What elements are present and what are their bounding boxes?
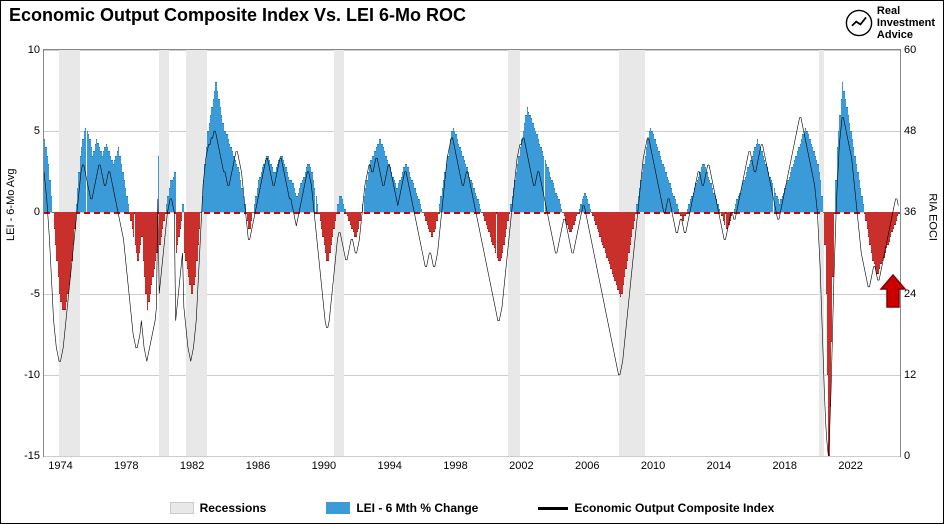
logo-line3: Advice [877,29,935,41]
legend-bars: LEI - 6 Mth % Change [326,501,478,515]
logo-line2: Investment [877,17,935,29]
plot-area: -15-10-505100122436486019741978198219861… [43,49,901,457]
y-right-label: RIA EOCI [927,193,939,241]
bar-swatch [326,502,350,514]
logo: Real Investment Advice [845,5,935,41]
callout-arrow [879,273,907,309]
legend: Recessions LEI - 6 Mth % Change Economic… [1,501,943,515]
logo-line1: Real [877,5,935,17]
recession-swatch [170,502,194,514]
logo-icon [845,9,873,37]
chart-title: Economic Output Composite Index Vs. LEI … [9,5,466,26]
title-bar: Economic Output Composite Index Vs. LEI … [9,5,935,45]
y-left-label: LEI - 6-Mo Avg [5,168,17,241]
legend-line: Economic Output Composite Index [538,501,774,515]
line-swatch [538,507,568,510]
chart-container: Economic Output Composite Index Vs. LEI … [0,0,944,524]
legend-recessions: Recessions [170,501,267,515]
